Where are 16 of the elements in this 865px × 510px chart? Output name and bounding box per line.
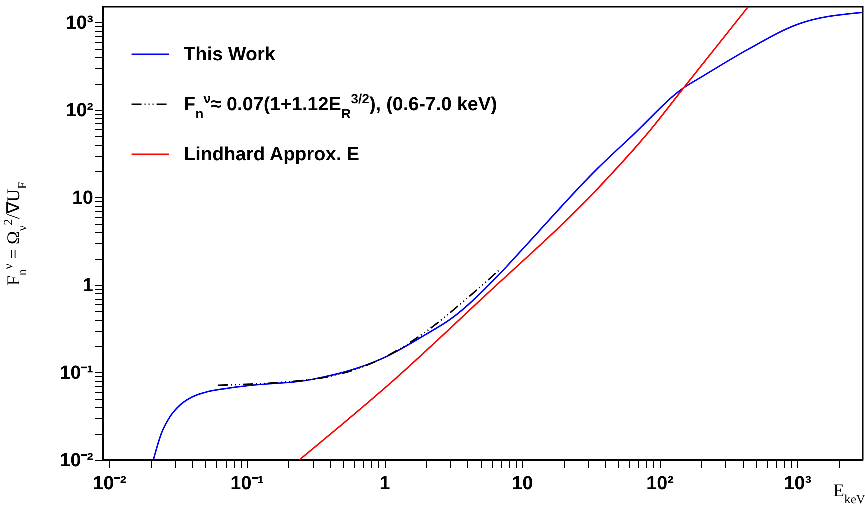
x-tick-label: 10²: [646, 474, 674, 494]
y-tick-label: 1: [82, 275, 94, 296]
x-tick-label: 10: [512, 474, 534, 494]
legend-label: This Work: [184, 44, 276, 66]
y-tick-label: 10³: [66, 12, 94, 34]
x-axis-title: E$_{keV}$: [834, 480, 865, 506]
legend-label: Lindhard Approx. E: [184, 144, 360, 166]
x-tick-label: 10⁻¹: [230, 474, 264, 494]
legend-label: F$_{n}$$^{ν}$≈ 0.07(1+1.12E$_{R}$$^{3/2}$), (0.6-7.0 keV): [184, 91, 498, 121]
y-tick-label: 10⁻¹: [60, 362, 94, 384]
x-tick-label: 10³: [784, 474, 812, 494]
y-tick-label: 10: [72, 188, 94, 209]
x-tick-label: 1: [380, 474, 391, 494]
y-tick-label: 10⁻²: [60, 450, 94, 472]
x-tick-label: 10⁻²: [93, 474, 127, 494]
y-tick-label: 10²: [66, 100, 94, 122]
